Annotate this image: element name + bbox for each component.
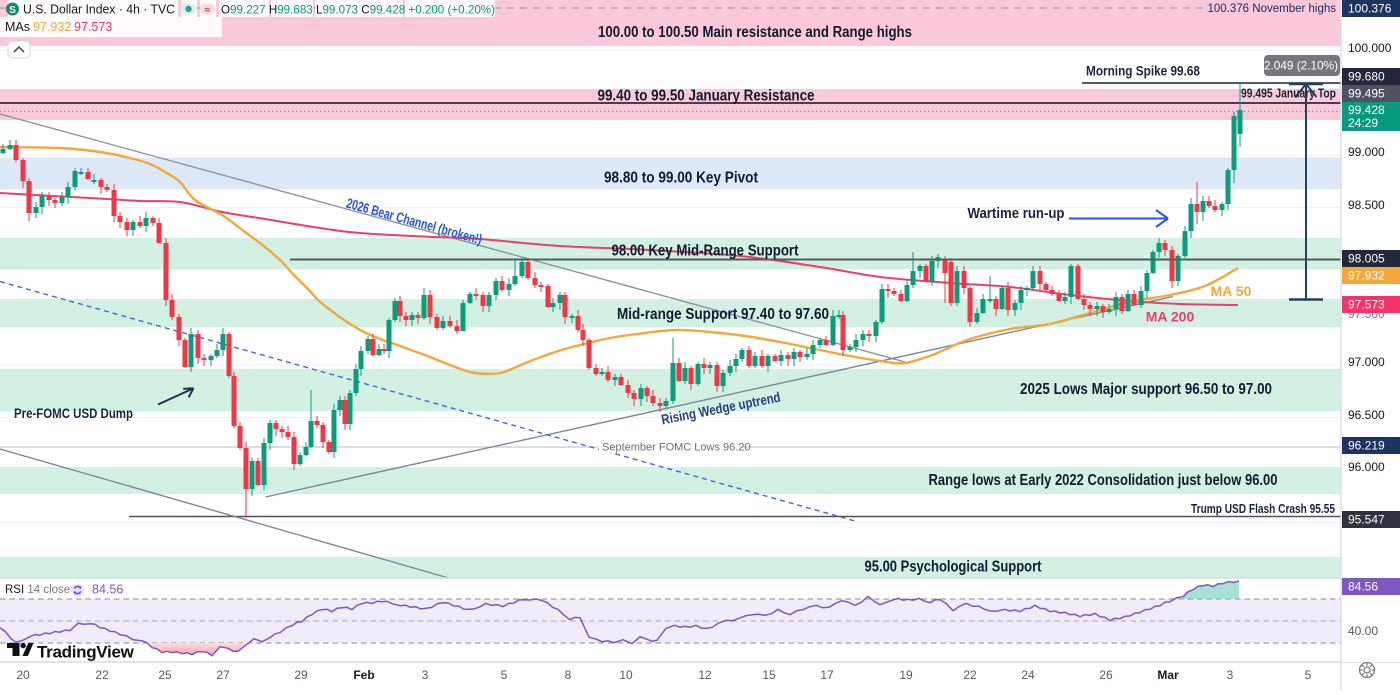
svg-text:97.932: 97.932: [1348, 269, 1385, 283]
svg-text:40.00: 40.00: [1348, 624, 1378, 638]
svg-text:97.573: 97.573: [74, 20, 112, 34]
svg-text:24:29: 24:29: [1348, 116, 1378, 130]
svg-text:99.000: 99.000: [1348, 145, 1385, 159]
svg-text:Morning Spike 99.68: Morning Spike 99.68: [1086, 64, 1200, 79]
svg-text:22: 22: [95, 668, 109, 682]
svg-text:24: 24: [1021, 668, 1035, 682]
svg-text:97.573: 97.573: [1348, 298, 1385, 312]
svg-text:99.428: 99.428: [1348, 103, 1385, 117]
svg-text:96.219: 96.219: [1348, 439, 1385, 453]
svg-text:19: 19: [899, 668, 913, 682]
svg-text:95.00 Psychological Support: 95.00 Psychological Support: [865, 559, 1042, 576]
svg-text:99.680: 99.680: [1348, 70, 1385, 84]
svg-text:98.80 to 99.00 Key Pivot: 98.80 to 99.00 Key Pivot: [604, 170, 758, 187]
svg-text:99.495 January Top: 99.495 January Top: [1241, 86, 1336, 101]
svg-text:84.56: 84.56: [92, 583, 123, 597]
svg-text:Range lows at Early 2022 Conso: Range lows at Early 2022 Consolidation j…: [929, 472, 1278, 489]
svg-text:12: 12: [698, 668, 712, 682]
svg-text:Wartime run-up: Wartime run-up: [968, 206, 1065, 222]
svg-text:Mid-range Support 97.40 to 97.: Mid-range Support 97.40 to 97.60: [617, 306, 829, 323]
svg-text:2.049 (2.10%): 2.049 (2.10%): [1264, 59, 1338, 73]
svg-text:RSI 14 close: RSI 14 close: [5, 584, 70, 596]
svg-text:8: 8: [565, 668, 572, 682]
svg-text:5: 5: [501, 668, 508, 682]
svg-text:98.00 Key Mid-Range Support: 98.00 Key Mid-Range Support: [612, 243, 799, 260]
svg-text:MA 50: MA 50: [1211, 283, 1252, 299]
svg-text:S: S: [9, 5, 16, 16]
svg-text:MA 200: MA 200: [1146, 309, 1195, 325]
svg-text:O99.227 H99.683 L99.073 C99.42: O99.227 H99.683 L99.073 C99.428 +0.200 (…: [221, 3, 495, 17]
svg-text:25: 25: [158, 668, 172, 682]
svg-text:99.40 to 99.50 January Resista: 99.40 to 99.50 January Resistance: [598, 88, 815, 105]
svg-text:3: 3: [1227, 668, 1234, 682]
svg-text:Feb: Feb: [353, 668, 374, 682]
svg-text:3: 3: [422, 668, 429, 682]
svg-text:5: 5: [1305, 668, 1312, 682]
svg-text:84.56: 84.56: [1348, 580, 1378, 594]
svg-text:99.495: 99.495: [1348, 87, 1385, 101]
svg-text:September FOMC Lows 96.20: September FOMC Lows 96.20: [602, 442, 751, 454]
svg-text:22: 22: [963, 668, 977, 682]
svg-text:10: 10: [619, 668, 633, 682]
svg-text:Pre-FOMC USD Dump: Pre-FOMC USD Dump: [14, 406, 133, 421]
svg-text:U.S. Dollar Index · 4h · TVC: U.S. Dollar Index · 4h · TVC: [23, 3, 175, 17]
svg-text:96.000: 96.000: [1348, 460, 1385, 474]
svg-text:97.000: 97.000: [1348, 355, 1385, 369]
svg-text:100.000: 100.000: [1348, 41, 1392, 55]
svg-text:27: 27: [216, 668, 230, 682]
svg-text:TradingView: TradingView: [37, 643, 135, 662]
svg-text:97.932: 97.932: [33, 20, 71, 34]
svg-text:100.376 November highs: 100.376 November highs: [1208, 3, 1337, 15]
svg-text:Trump USD Flash Crash 95.55: Trump USD Flash Crash 95.55: [1191, 502, 1335, 516]
svg-text:100.00 to 100.50 Main resistan: 100.00 to 100.50 Main resistance and Ran…: [598, 24, 912, 41]
svg-text:15: 15: [762, 668, 776, 682]
svg-text:2025 Lows Major support 96.50: 2025 Lows Major support 96.50 to 97.00: [1020, 381, 1272, 398]
svg-text:MAs: MAs: [5, 20, 30, 34]
svg-text:Mar: Mar: [1157, 668, 1179, 682]
svg-text:95.547: 95.547: [1348, 513, 1385, 527]
svg-text:100.376: 100.376: [1348, 2, 1392, 16]
svg-text:≈: ≈: [205, 5, 211, 16]
svg-text:17: 17: [820, 668, 834, 682]
svg-text:98.500: 98.500: [1348, 198, 1385, 212]
svg-text:26: 26: [1099, 668, 1113, 682]
svg-text:96.500: 96.500: [1348, 408, 1385, 422]
svg-text:29: 29: [294, 668, 308, 682]
svg-text:20: 20: [16, 668, 30, 682]
svg-text:98.005: 98.005: [1348, 252, 1385, 266]
